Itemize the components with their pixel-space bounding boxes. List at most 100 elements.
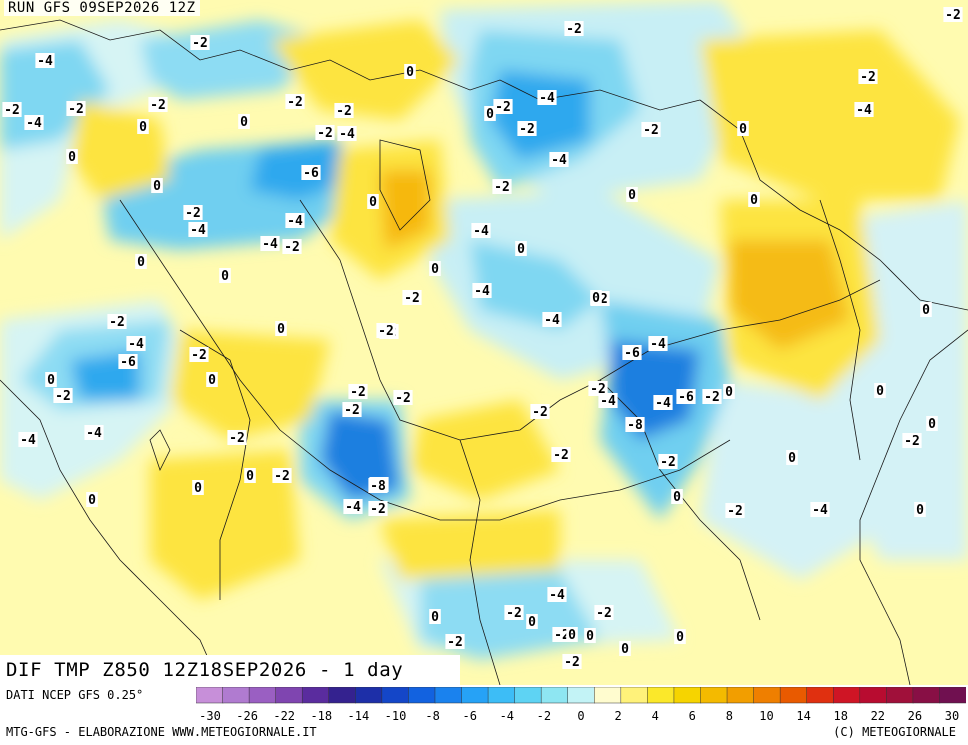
- contour-label-bg: [348, 384, 368, 399]
- contour-label: -2: [272, 468, 292, 484]
- contour-label: 0: [584, 628, 596, 644]
- contour-label-bg: [315, 125, 335, 140]
- contour-label-bg: [549, 152, 569, 167]
- contour-label-text: 0: [739, 122, 747, 137]
- contour-label-text: 0: [673, 490, 681, 505]
- contour-label-bg: [334, 103, 354, 118]
- scale-swatch: [328, 687, 357, 704]
- contour-label-bg: [219, 268, 231, 283]
- contour-label-bg: [45, 372, 57, 387]
- contour-label-text: -2: [660, 455, 676, 470]
- contour-label-text: -2: [55, 389, 71, 404]
- field-warm-south: [380, 510, 560, 580]
- contour-label-bg: [367, 194, 379, 209]
- contour-label-text: -4: [128, 337, 144, 352]
- contour-label: -2: [641, 122, 661, 138]
- contour-label-bg: [786, 450, 798, 465]
- scale-swatch: [832, 687, 861, 704]
- contour-label-bg: [66, 101, 86, 116]
- contour-label: 0: [86, 492, 98, 508]
- scale-swatch: [673, 687, 702, 704]
- contour-label-bg: [517, 121, 537, 136]
- scale-swatch: [301, 687, 330, 704]
- contour-label-text: -2: [68, 102, 84, 117]
- contour-label: -4: [188, 222, 208, 238]
- scale-swatch: [700, 687, 728, 704]
- contour-label-bg: [206, 372, 218, 387]
- contour-label-text: -2: [336, 104, 352, 119]
- contour-label-text: -4: [600, 394, 616, 409]
- scale-swatch: [753, 687, 781, 704]
- contour-label-text: 0: [221, 269, 229, 284]
- contour-label: -4: [653, 395, 673, 411]
- contour-label-bg: [183, 205, 203, 220]
- run-label: RUN GFS 09SEP2026 12Z: [4, 0, 200, 16]
- contour-label: 0: [135, 254, 147, 270]
- contour-label: 0: [920, 302, 932, 318]
- contour-label-text: -4: [474, 284, 490, 299]
- contour-label: -2: [227, 430, 247, 446]
- contour-label: 0: [404, 64, 416, 80]
- scale-swatch: [381, 687, 410, 704]
- contour-label-bg: [376, 323, 396, 338]
- contour-label-bg: [926, 416, 938, 431]
- contour-label-text: -4: [26, 116, 42, 131]
- contour-label: 0: [244, 468, 256, 484]
- contour-label-text: -8: [370, 479, 386, 494]
- contour-label-bg: [445, 634, 465, 649]
- contour-label: 0: [367, 194, 379, 210]
- scale-swatch: [726, 687, 755, 704]
- contour-label-bg: [275, 321, 287, 336]
- scale-tick-label: 30: [945, 709, 959, 723]
- border-d: [459, 439, 501, 685]
- contour-label: 0: [219, 268, 231, 284]
- contour-label-bg: [653, 395, 673, 410]
- scale-swatch: [408, 687, 436, 704]
- contour-label-text: 0: [431, 610, 439, 625]
- contour-label: 0: [619, 641, 631, 657]
- contour-label-text: -2: [370, 502, 386, 517]
- field-warm-center: [170, 330, 330, 440]
- contour-label-bg: [943, 7, 963, 22]
- contour-label: -2: [702, 389, 722, 405]
- contour-label: -2: [530, 404, 550, 420]
- contour-label-bg: [676, 389, 696, 404]
- scale-tick-label: 0: [577, 709, 584, 723]
- contour-label-text: 0: [592, 291, 600, 306]
- contour-label-text: -2: [495, 100, 511, 115]
- contour-label-text: 0: [568, 628, 576, 643]
- contour-label-text: 0: [586, 629, 594, 644]
- contour-label: 0: [874, 383, 886, 399]
- contour-label-text: -4: [655, 396, 671, 411]
- contour-label: -2: [53, 388, 73, 404]
- contour-label: -4: [549, 152, 569, 168]
- contour-label: 0: [626, 187, 638, 203]
- scale-tick-label: 6: [689, 709, 696, 723]
- contour-label-text: -2: [704, 390, 720, 405]
- contour-label-bg: [189, 347, 209, 362]
- color-scale-bar: -30 -26 -22 -18 -14 -10 -8 -6 -4 -2 0 2 4 6 8 10 14 18 22 2…: [196, 687, 966, 723]
- contour-label-text: 0: [194, 481, 202, 496]
- contour-label-text: -4: [856, 103, 872, 118]
- contour-label-text: -2: [344, 403, 360, 418]
- data-source-label: DATI NCEP GFS 0.25°: [6, 688, 144, 702]
- contour-label-bg: [471, 223, 491, 238]
- contour-label: -4: [35, 53, 55, 69]
- contour-label: 0: [748, 192, 760, 208]
- contour-label-bg: [227, 430, 247, 445]
- scale-swatch: [647, 687, 675, 704]
- contour-label: -2: [66, 101, 86, 117]
- contour-label: -6: [622, 345, 642, 361]
- scale-swatch: [886, 687, 914, 704]
- contour-label-bg: [854, 102, 874, 117]
- contour-label-text: -2: [904, 434, 920, 449]
- field-warm-south-center: [410, 400, 560, 500]
- contour-label-bg: [301, 165, 321, 180]
- scale-tick-label: -6: [462, 709, 476, 723]
- field-warm-east-core: [730, 240, 850, 350]
- contour-label: -4: [648, 336, 668, 352]
- contour-label-text: 0: [240, 115, 248, 130]
- contour-label-text: -2: [447, 635, 463, 650]
- contour-label-text: 0: [928, 417, 936, 432]
- scale-swatch: [487, 687, 516, 704]
